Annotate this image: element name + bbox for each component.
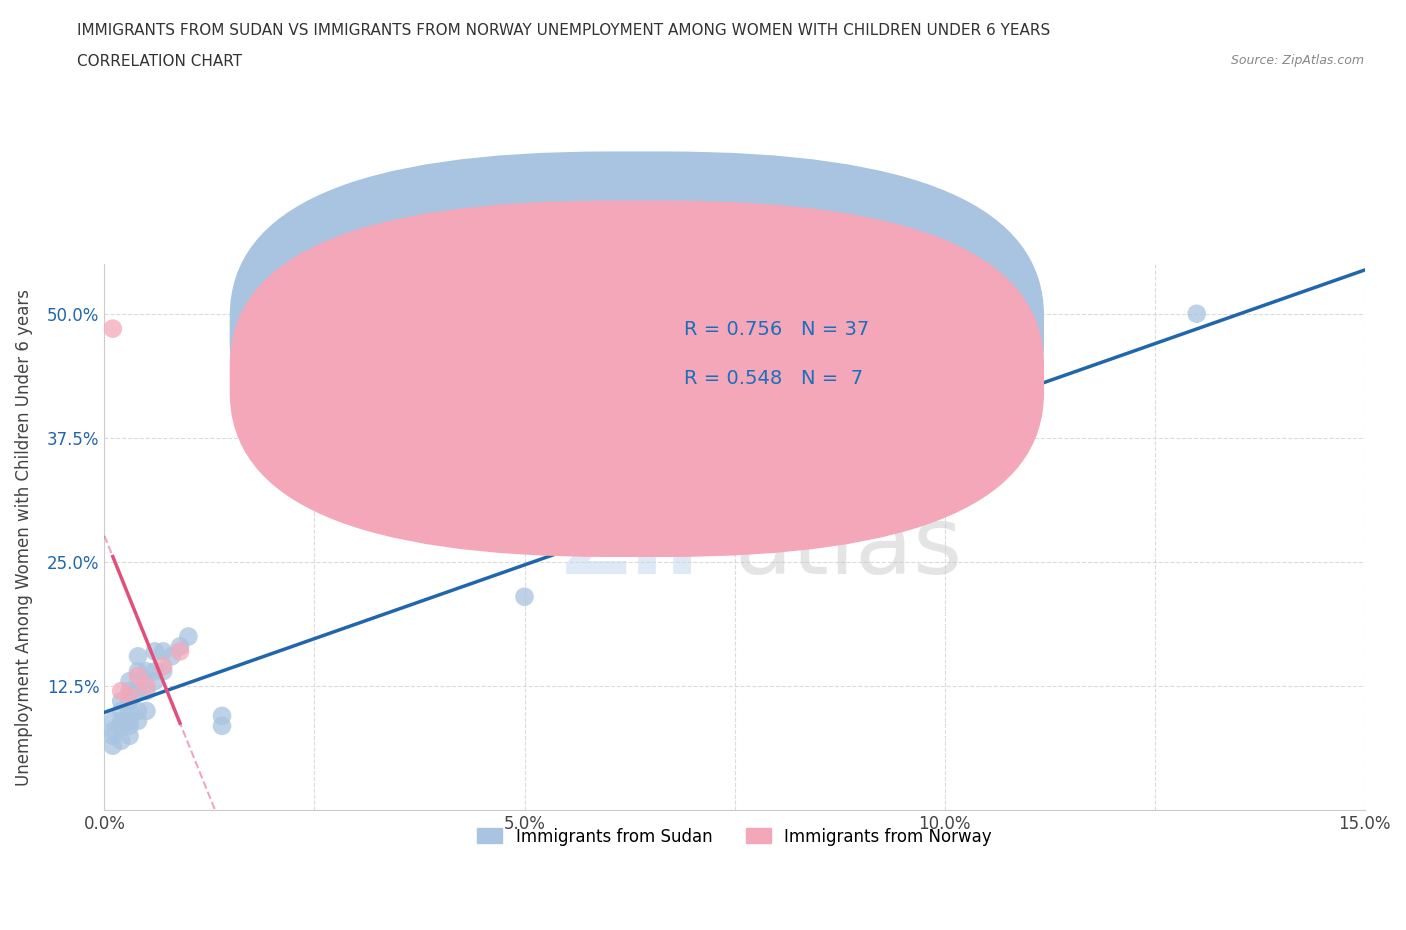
Point — [101, 724, 124, 738]
Text: Source: ZipAtlas.com: Source: ZipAtlas.com — [1230, 54, 1364, 67]
Point — [143, 644, 166, 658]
Point — [110, 733, 132, 748]
Text: IMMIGRANTS FROM SUDAN VS IMMIGRANTS FROM NORWAY UNEMPLOYMENT AMONG WOMEN WITH CH: IMMIGRANTS FROM SUDAN VS IMMIGRANTS FROM… — [77, 23, 1050, 38]
Point — [110, 718, 132, 733]
Text: R = 0.548   N =  7: R = 0.548 N = 7 — [685, 369, 863, 389]
Point — [1185, 306, 1208, 321]
Point — [101, 738, 124, 753]
Point — [135, 679, 157, 694]
Point — [152, 664, 174, 679]
Point — [118, 728, 141, 743]
Point — [152, 644, 174, 658]
Point — [118, 718, 141, 733]
Y-axis label: Unemployment Among Women with Children Under 6 years: Unemployment Among Women with Children U… — [15, 288, 32, 786]
Point — [127, 684, 149, 698]
Point — [160, 649, 183, 664]
Point — [169, 639, 191, 654]
Point — [807, 465, 830, 480]
Point — [110, 694, 132, 709]
Text: CORRELATION CHART: CORRELATION CHART — [77, 54, 242, 69]
FancyBboxPatch shape — [231, 201, 1043, 556]
Point — [513, 590, 536, 604]
Point — [118, 713, 141, 728]
Point — [110, 703, 132, 718]
Point — [143, 664, 166, 679]
Point — [127, 703, 149, 718]
Legend: Immigrants from Sudan, Immigrants from Norway: Immigrants from Sudan, Immigrants from N… — [478, 828, 991, 845]
FancyBboxPatch shape — [583, 308, 962, 401]
Point — [101, 321, 124, 336]
Point — [127, 649, 149, 664]
Text: atlas: atlas — [734, 502, 963, 594]
Point — [127, 713, 149, 728]
Text: ZIP: ZIP — [561, 502, 734, 594]
Text: R = 0.756   N = 37: R = 0.756 N = 37 — [685, 320, 869, 339]
Point — [127, 664, 149, 679]
Point — [118, 684, 141, 698]
Point — [169, 644, 191, 658]
Point — [211, 718, 233, 733]
Point — [135, 703, 157, 718]
Point — [101, 713, 124, 728]
Point — [152, 658, 174, 673]
Point — [110, 684, 132, 698]
Point — [118, 703, 141, 718]
Point — [118, 694, 141, 709]
Point — [118, 673, 141, 688]
Point — [211, 709, 233, 724]
FancyBboxPatch shape — [231, 153, 1043, 507]
Point — [135, 664, 157, 679]
Point — [127, 669, 149, 684]
Point — [118, 688, 141, 703]
Point — [110, 713, 132, 728]
Point — [143, 673, 166, 688]
Point — [101, 728, 124, 743]
Point — [177, 629, 200, 644]
Point — [135, 684, 157, 698]
